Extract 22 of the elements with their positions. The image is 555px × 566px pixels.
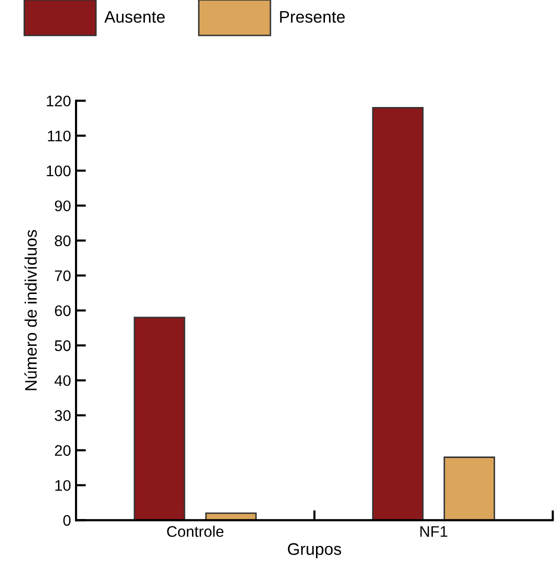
y-tick-label: 80 bbox=[54, 235, 71, 246]
bar bbox=[372, 107, 424, 520]
x-tick-label: Controle bbox=[167, 526, 224, 537]
y-tick-label: 100 bbox=[46, 166, 71, 176]
y-tick-label: 90 bbox=[54, 200, 71, 212]
y-tick-label: 120 bbox=[46, 96, 71, 106]
y-tick-label: 70 bbox=[54, 270, 71, 282]
legend-label: Presente bbox=[280, 11, 345, 23]
y-tick-label: 40 bbox=[54, 375, 71, 386]
x-axis-title: Grupos bbox=[288, 543, 342, 558]
y-tick-label: 10 bbox=[55, 480, 71, 491]
y-tick-label: 30 bbox=[54, 410, 71, 421]
y-tick-label: 50 bbox=[54, 340, 71, 352]
y-tick-label: 110 bbox=[48, 130, 71, 142]
y-tick-label: 20 bbox=[54, 445, 71, 456]
y-tick-label: 60 bbox=[54, 305, 71, 316]
x-tick-label: NF1 bbox=[420, 526, 448, 537]
y-axis-title: Número de indivíduos bbox=[24, 230, 37, 390]
bar bbox=[134, 316, 186, 520]
y-tick-label: 0 bbox=[63, 515, 71, 526]
legend-label: Ausente bbox=[104, 11, 165, 23]
bar bbox=[444, 456, 496, 520]
